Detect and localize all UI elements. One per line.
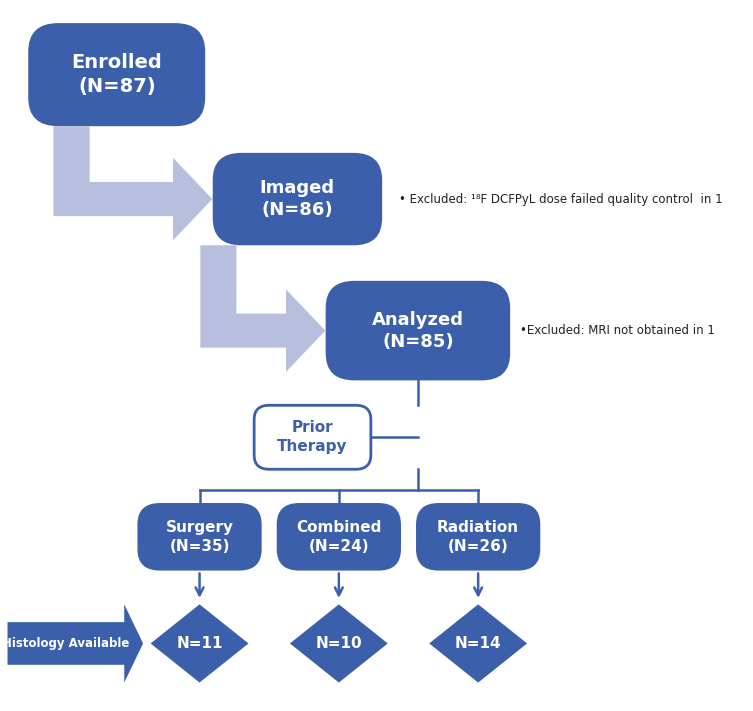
Text: Histology Available: Histology Available [2,637,130,650]
Text: Radiation
(N=26): Radiation (N=26) [437,520,520,554]
FancyBboxPatch shape [416,503,541,570]
FancyBboxPatch shape [325,281,510,380]
Text: N=11: N=11 [176,636,223,651]
Text: Imaged
(N=86): Imaged (N=86) [260,179,335,219]
Text: •Excluded: MRI not obtained in 1: •Excluded: MRI not obtained in 1 [520,324,715,337]
Text: Surgery
(N=35): Surgery (N=35) [166,520,233,554]
Polygon shape [429,604,527,683]
Text: Combined
(N=24): Combined (N=24) [296,520,382,554]
Text: Enrolled
(N=87): Enrolled (N=87) [72,53,162,96]
Polygon shape [290,604,388,683]
Text: N=14: N=14 [455,636,501,651]
Text: N=10: N=10 [316,636,362,651]
FancyBboxPatch shape [137,503,262,570]
FancyBboxPatch shape [213,153,383,245]
Polygon shape [53,127,212,240]
Polygon shape [200,245,325,372]
Text: Prior
Therapy: Prior Therapy [277,420,348,454]
FancyBboxPatch shape [254,405,370,469]
Text: • Excluded: ¹⁸F DCFPyL dose failed quality control  in 1: • Excluded: ¹⁸F DCFPyL dose failed quali… [399,193,723,205]
Polygon shape [151,604,248,683]
Text: Analyzed
(N=85): Analyzed (N=85) [372,311,464,351]
Polygon shape [8,604,143,683]
FancyBboxPatch shape [277,503,401,570]
FancyBboxPatch shape [29,23,205,127]
